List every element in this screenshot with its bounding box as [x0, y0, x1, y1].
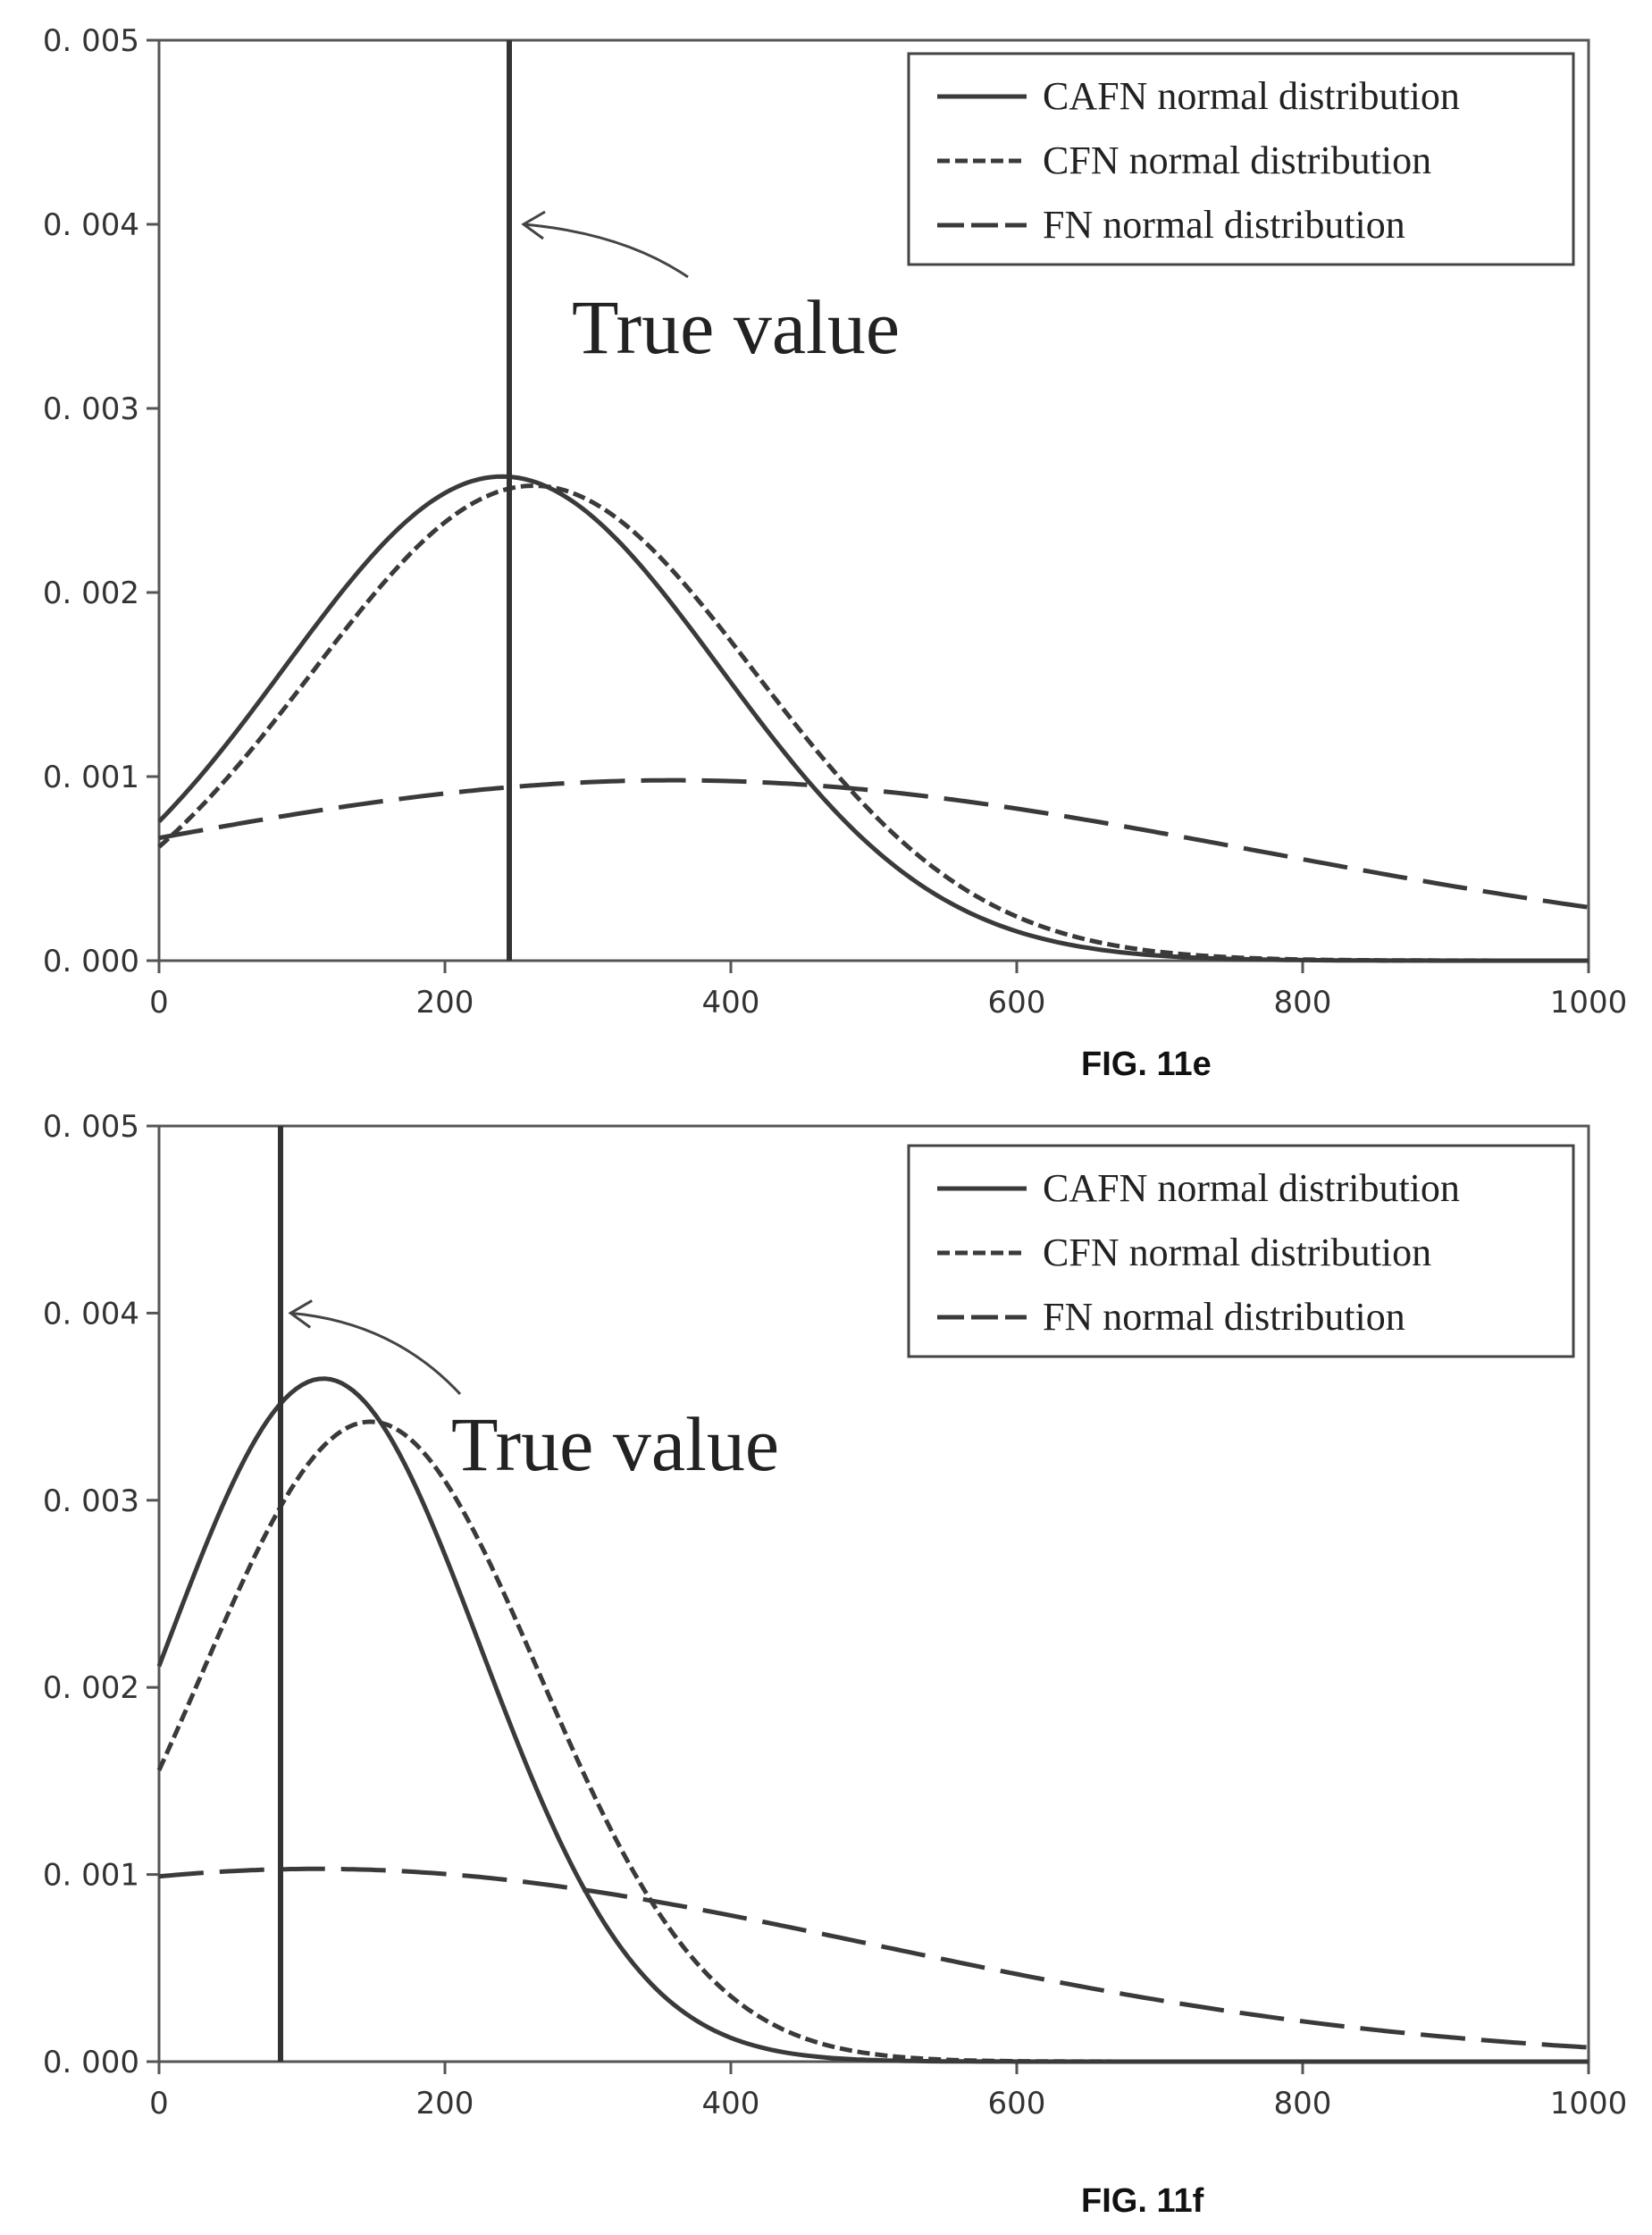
annotation-true-value: True value: [572, 284, 900, 370]
x-tick-label: 800: [1274, 985, 1332, 1021]
legend-entry-label: FN normal distribution: [1043, 203, 1405, 247]
y-tick-label: 0. 001: [43, 1858, 139, 1894]
annotation-arrow: [523, 223, 689, 279]
series-line-long-dash: [158, 1866, 1589, 2050]
y-tick-label: 0. 000: [43, 944, 139, 979]
x-tick-label: 0: [149, 2086, 169, 2122]
annotation-arrowhead: [521, 210, 546, 240]
series-line-short-dash: [157, 483, 1589, 963]
y-tick-label: 0. 000: [43, 2045, 139, 2080]
x-tick-label: 200: [416, 2086, 474, 2122]
x-tick-label: 1000: [1550, 2086, 1628, 2122]
y-tick-label: 0. 002: [43, 576, 139, 611]
y-tick-label: 0. 002: [43, 1670, 139, 1706]
annotation-true-value: True value: [451, 1401, 779, 1487]
x-tick-label: 1000: [1550, 985, 1628, 1021]
series-line-long-dash: [158, 777, 1589, 910]
chart-svg-11e: 0. 000 0. 001 0. 002 0. 003 0. 004 0. 005 0 200…: [43, 23, 1628, 1021]
y-tick-label: 0. 003: [43, 391, 139, 427]
legend-entry-label: CFN normal distribution: [1043, 139, 1431, 182]
y-tick-label: 0. 005: [43, 23, 139, 59]
figure-caption-11f: FIG. 11f: [1081, 2182, 1204, 2220]
annotation-arrow: [290, 1311, 462, 1396]
y-tick-label: 0. 003: [43, 1483, 139, 1519]
x-tick-label: 200: [416, 985, 474, 1021]
series-line-solid: [156, 1376, 1589, 2064]
x-tick-label: 800: [1274, 2086, 1332, 2122]
legend-entry-label: CFN normal distribution: [1043, 1231, 1431, 1274]
y-tick-label: 0. 005: [43, 1109, 139, 1145]
chart-svg-11f: 0. 000 0. 001 0. 002 0. 003 0. 004 0. 005 0 200…: [43, 1109, 1628, 2122]
annotation-arrowhead: [288, 1299, 313, 1329]
legend-entry-label: CAFN normal distribution: [1043, 1166, 1460, 1210]
figure-caption-11e: FIG. 11e: [1081, 1046, 1212, 1083]
plot-frame: [157, 38, 1590, 962]
legend-entry-label: FN normal distribution: [1043, 1295, 1405, 1339]
x-tick-label: 400: [702, 985, 760, 1021]
chart-panel-11e: 0. 000 0. 001 0. 002 0. 003 0. 004 0. 005 0 200…: [0, 0, 1652, 1099]
x-tick-label: 600: [988, 2086, 1046, 2122]
y-tick-label: 0. 001: [43, 760, 139, 795]
legend-entry-label: CAFN normal distribution: [1043, 74, 1460, 118]
x-tick-label: 600: [988, 985, 1046, 1021]
y-tick-label: 0. 004: [43, 207, 139, 243]
series-line-solid: [157, 474, 1589, 963]
y-tick-label: 0. 004: [43, 1296, 139, 1332]
x-tick-label: 0: [149, 985, 169, 1021]
x-tick-label: 400: [702, 2086, 760, 2122]
chart-panel-11f: 0. 000 0. 001 0. 002 0. 003 0. 004 0. 005 0 200…: [0, 1099, 1652, 2235]
series-line-short-dash: [156, 1419, 1589, 2064]
